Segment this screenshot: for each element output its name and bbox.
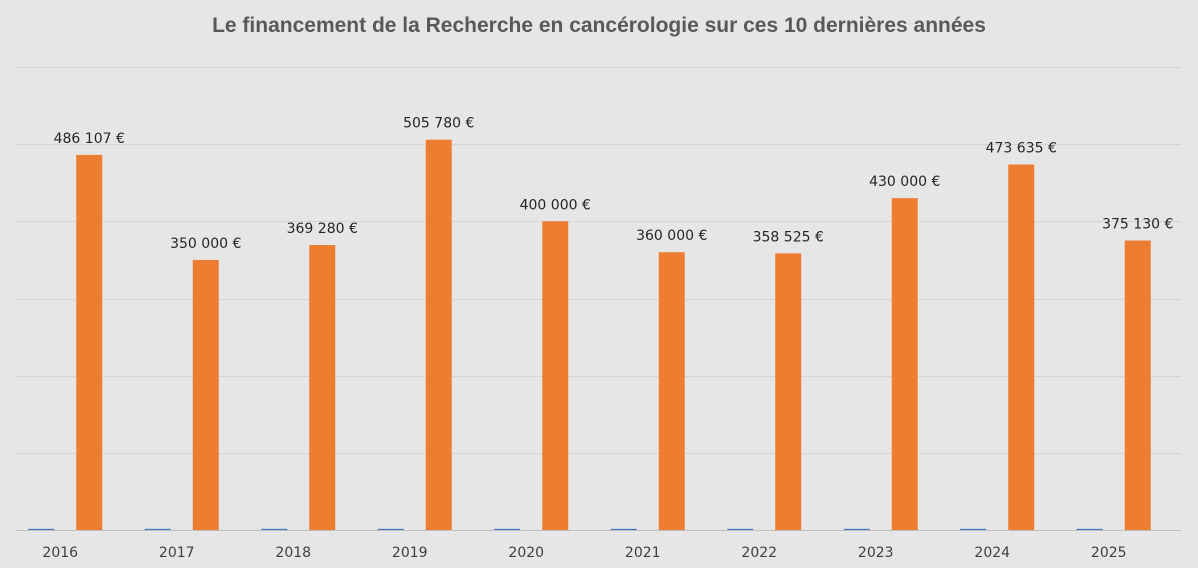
data-label-2023: 430 000 €: [869, 174, 940, 190]
gridlines: [16, 67, 1181, 531]
data-label-2020: 400 000 €: [520, 197, 591, 213]
x-tick-2020: 2020: [508, 545, 544, 561]
data-label-2021: 360 000 €: [636, 228, 707, 244]
bar-secondary-2022: [727, 528, 754, 530]
data-label-2024: 473 635 €: [986, 141, 1057, 157]
bar-secondary-2019: [377, 528, 404, 530]
x-tick-2017: 2017: [159, 545, 195, 561]
data-label-2025: 375 130 €: [1102, 217, 1173, 233]
bars: [28, 139, 1151, 531]
bar-2024: [1008, 164, 1035, 530]
data-label-2016: 486 107 €: [54, 131, 125, 147]
bar-2022: [775, 253, 802, 531]
data-label-2022: 358 525 €: [753, 229, 824, 245]
x-tick-labels: 2016 2017 2018 2019 2020 2021 2022 2023 2024 2025: [42, 545, 1126, 561]
bar-2025: [1124, 240, 1151, 530]
x-tick-2019: 2019: [392, 545, 428, 561]
bar-2016: [76, 154, 103, 530]
x-tick-2021: 2021: [625, 545, 661, 561]
bar-secondary-2020: [494, 528, 521, 530]
bar-secondary-2024: [960, 528, 987, 530]
data-label-2019: 505 780 €: [403, 116, 474, 132]
bar-2023: [891, 198, 918, 530]
x-tick-2024: 2024: [974, 545, 1010, 561]
bar-2020: [542, 221, 569, 531]
x-tick-2018: 2018: [275, 545, 311, 561]
bar-secondary-2017: [144, 528, 171, 530]
bar-secondary-2016: [28, 528, 55, 530]
bar-2018: [309, 245, 336, 530]
bar-secondary-2018: [261, 528, 288, 530]
bar-secondary-2025: [1076, 528, 1103, 530]
data-label-2017: 350 000 €: [170, 236, 241, 252]
x-tick-2025: 2025: [1091, 545, 1127, 561]
bar-secondary-2023: [843, 528, 870, 530]
x-tick-2022: 2022: [741, 545, 777, 561]
x-tick-2016: 2016: [42, 545, 78, 561]
chart-title: Le financement de la Recherche en cancér…: [212, 14, 986, 37]
bar-secondary-2021: [610, 528, 637, 530]
bar-2017: [192, 259, 219, 530]
data-label-2018: 369 280 €: [287, 221, 358, 237]
x-tick-2023: 2023: [858, 545, 894, 561]
bar-2021: [658, 252, 685, 530]
bar-2019: [425, 139, 452, 531]
data-labels: 486 107 € 350 000 € 369 280 € 505 780 € 400 …: [54, 116, 1174, 252]
